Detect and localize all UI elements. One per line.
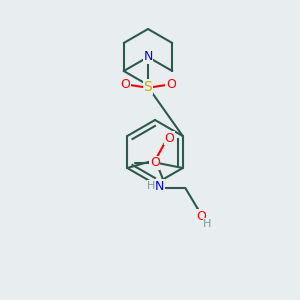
Text: H: H (203, 219, 212, 229)
Text: S: S (144, 80, 152, 94)
Text: N: N (154, 179, 164, 193)
Text: O: O (150, 157, 160, 169)
Text: O: O (164, 131, 174, 145)
Text: O: O (196, 209, 206, 223)
Text: O: O (120, 79, 130, 92)
Text: N: N (143, 50, 153, 64)
Text: O: O (166, 79, 176, 92)
Text: H: H (147, 181, 155, 191)
